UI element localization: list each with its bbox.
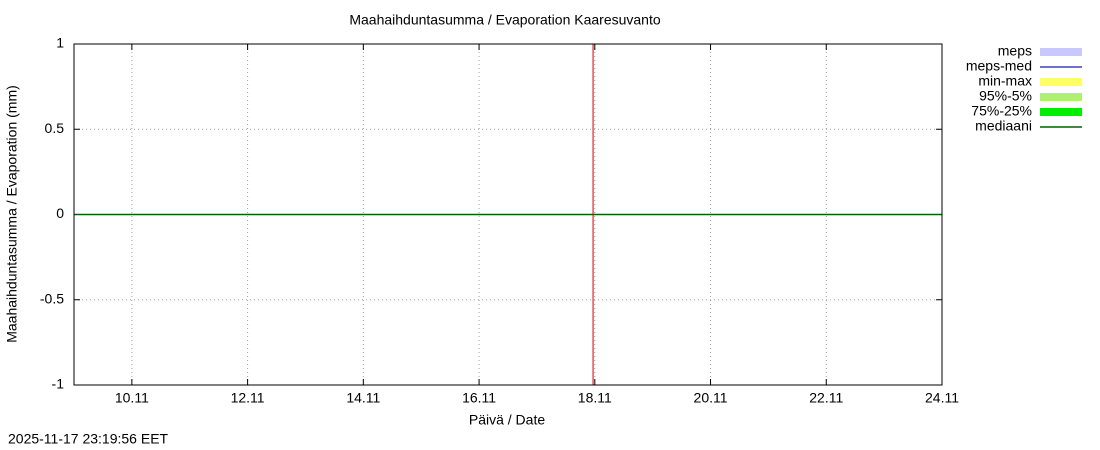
- timestamp: 2025-11-17 23:19:56 EET: [8, 431, 169, 447]
- legend-label: min-max: [978, 73, 1032, 89]
- x-tick-label: 20.11: [694, 390, 728, 406]
- plot-frame: [73, 43, 943, 386]
- x-tick-label: 16.11: [462, 390, 496, 406]
- x-axis-label: Päivä / Date: [469, 412, 545, 428]
- y-tick-label: 0: [56, 205, 64, 221]
- x-tick-label: 22.11: [809, 390, 843, 406]
- y-tick-label: -0.5: [40, 290, 64, 306]
- x-tick-label: 12.11: [231, 390, 265, 406]
- legend-label: mediaani: [975, 118, 1032, 134]
- legend-label: meps: [998, 43, 1032, 59]
- x-tick-label: 10.11: [115, 390, 149, 406]
- legend-label: 75%-25%: [971, 103, 1032, 119]
- y-axis-label: Maahaihduntasumma / Evaporation (mm): [4, 85, 20, 343]
- y-tick-label: 1: [56, 35, 64, 51]
- chart-title: Maahaihduntasumma / Evaporation Kaaresuv…: [349, 12, 661, 28]
- x-tick-label: 18.11: [578, 390, 612, 406]
- y-tick-label: -1: [52, 376, 65, 392]
- y-tick-label: 0.5: [45, 120, 65, 136]
- x-tick-label: 14.11: [346, 390, 380, 406]
- legend-label: meps-med: [966, 58, 1032, 74]
- x-tick-label: 24.11: [925, 390, 959, 406]
- legend-label: 95%-5%: [979, 88, 1032, 104]
